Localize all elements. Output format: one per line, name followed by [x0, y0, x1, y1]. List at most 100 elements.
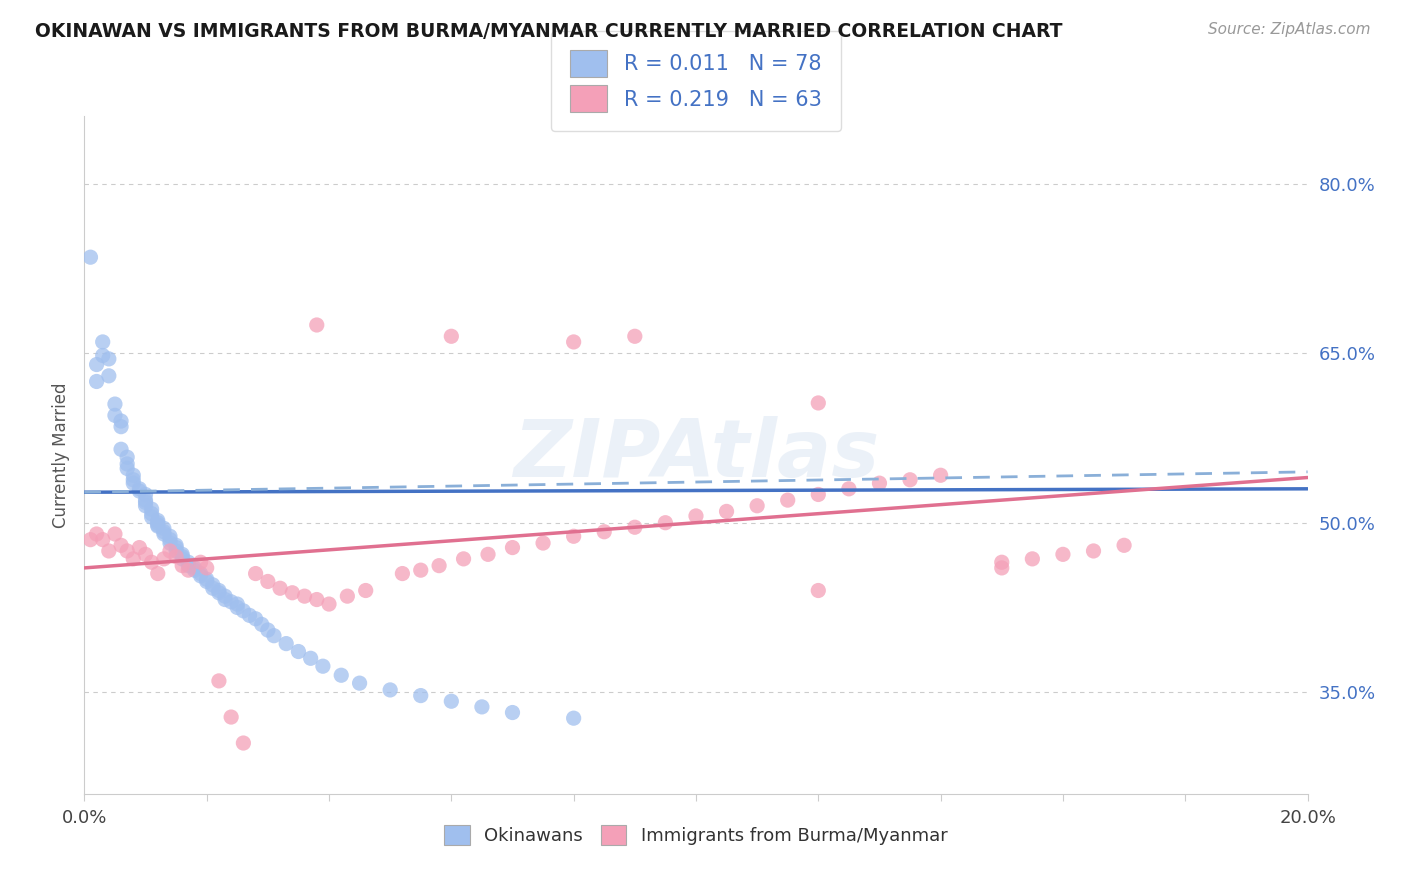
Point	[991, 555, 1014, 569]
Point	[263, 629, 285, 643]
Point	[135, 487, 157, 501]
Text: Source: ZipAtlas.com: Source: ZipAtlas.com	[1208, 22, 1371, 37]
Point	[807, 396, 830, 410]
Point	[97, 368, 120, 383]
Point	[776, 493, 799, 508]
Point	[172, 547, 194, 561]
Point	[226, 597, 249, 611]
Point	[146, 519, 169, 533]
Point	[115, 544, 138, 558]
Point	[427, 558, 450, 573]
Point	[502, 541, 524, 555]
Point	[128, 484, 150, 499]
Point	[110, 442, 132, 457]
Point	[97, 544, 120, 558]
Point	[135, 495, 157, 509]
Point	[190, 569, 212, 583]
Point	[562, 529, 585, 543]
Point	[165, 541, 187, 555]
Point	[177, 555, 200, 569]
Point	[135, 493, 157, 508]
Text: OKINAWAN VS IMMIGRANTS FROM BURMA/MYANMAR CURRENTLY MARRIED CORRELATION CHART: OKINAWAN VS IMMIGRANTS FROM BURMA/MYANMA…	[35, 22, 1063, 41]
Point	[562, 711, 585, 725]
Point	[276, 637, 298, 651]
Point	[141, 502, 163, 516]
Point	[110, 538, 132, 552]
Point	[624, 520, 647, 534]
Point	[294, 589, 316, 603]
Point	[453, 552, 475, 566]
Point	[807, 487, 830, 501]
Point	[838, 482, 860, 496]
Point	[409, 563, 432, 577]
Point	[531, 536, 554, 550]
Point	[226, 600, 249, 615]
Point	[305, 318, 328, 332]
Point	[250, 617, 273, 632]
Point	[929, 468, 952, 483]
Point	[115, 457, 138, 471]
Point	[141, 555, 163, 569]
Y-axis label: Currently Married: Currently Married	[52, 382, 70, 528]
Point	[110, 414, 132, 428]
Point	[153, 527, 176, 541]
Point	[747, 499, 769, 513]
Point	[183, 563, 205, 577]
Point	[238, 608, 260, 623]
Point	[299, 651, 322, 665]
Point	[624, 329, 647, 343]
Point	[409, 689, 432, 703]
Point	[214, 589, 236, 603]
Point	[177, 563, 200, 577]
Point	[141, 510, 163, 524]
Point	[281, 586, 304, 600]
Point	[502, 706, 524, 720]
Point	[91, 533, 114, 547]
Point	[807, 583, 830, 598]
Point	[115, 461, 138, 475]
Point	[1083, 544, 1105, 558]
Point	[153, 521, 176, 535]
Point	[104, 409, 127, 423]
Point	[208, 583, 231, 598]
Point	[165, 544, 187, 558]
Point	[190, 555, 212, 569]
Point	[86, 358, 108, 372]
Point	[685, 508, 707, 523]
Point	[269, 581, 291, 595]
Point	[146, 518, 169, 533]
Point	[654, 516, 676, 530]
Point	[1114, 538, 1136, 552]
Point	[110, 419, 132, 434]
Point	[122, 476, 145, 491]
Point	[214, 592, 236, 607]
Point	[349, 676, 371, 690]
Point	[312, 659, 335, 673]
Point	[159, 529, 181, 543]
Point	[153, 552, 176, 566]
Point	[208, 586, 231, 600]
Point	[79, 533, 101, 547]
Point	[122, 468, 145, 483]
Point	[195, 561, 218, 575]
Point	[391, 566, 413, 581]
Point	[146, 566, 169, 581]
Point	[336, 589, 359, 603]
Point	[232, 736, 254, 750]
Point	[593, 524, 616, 539]
Point	[562, 334, 585, 349]
Point	[172, 558, 194, 573]
Point	[159, 544, 181, 558]
Point	[208, 673, 231, 688]
Point	[104, 397, 127, 411]
Point	[177, 558, 200, 573]
Point	[172, 549, 194, 564]
Point	[115, 450, 138, 465]
Point	[869, 476, 891, 491]
Point	[354, 583, 377, 598]
Point	[153, 524, 176, 539]
Point	[201, 578, 224, 592]
Legend: Okinawans, Immigrants from Burma/Myanmar: Okinawans, Immigrants from Burma/Myanmar	[437, 817, 955, 853]
Point	[330, 668, 353, 682]
Point	[219, 710, 242, 724]
